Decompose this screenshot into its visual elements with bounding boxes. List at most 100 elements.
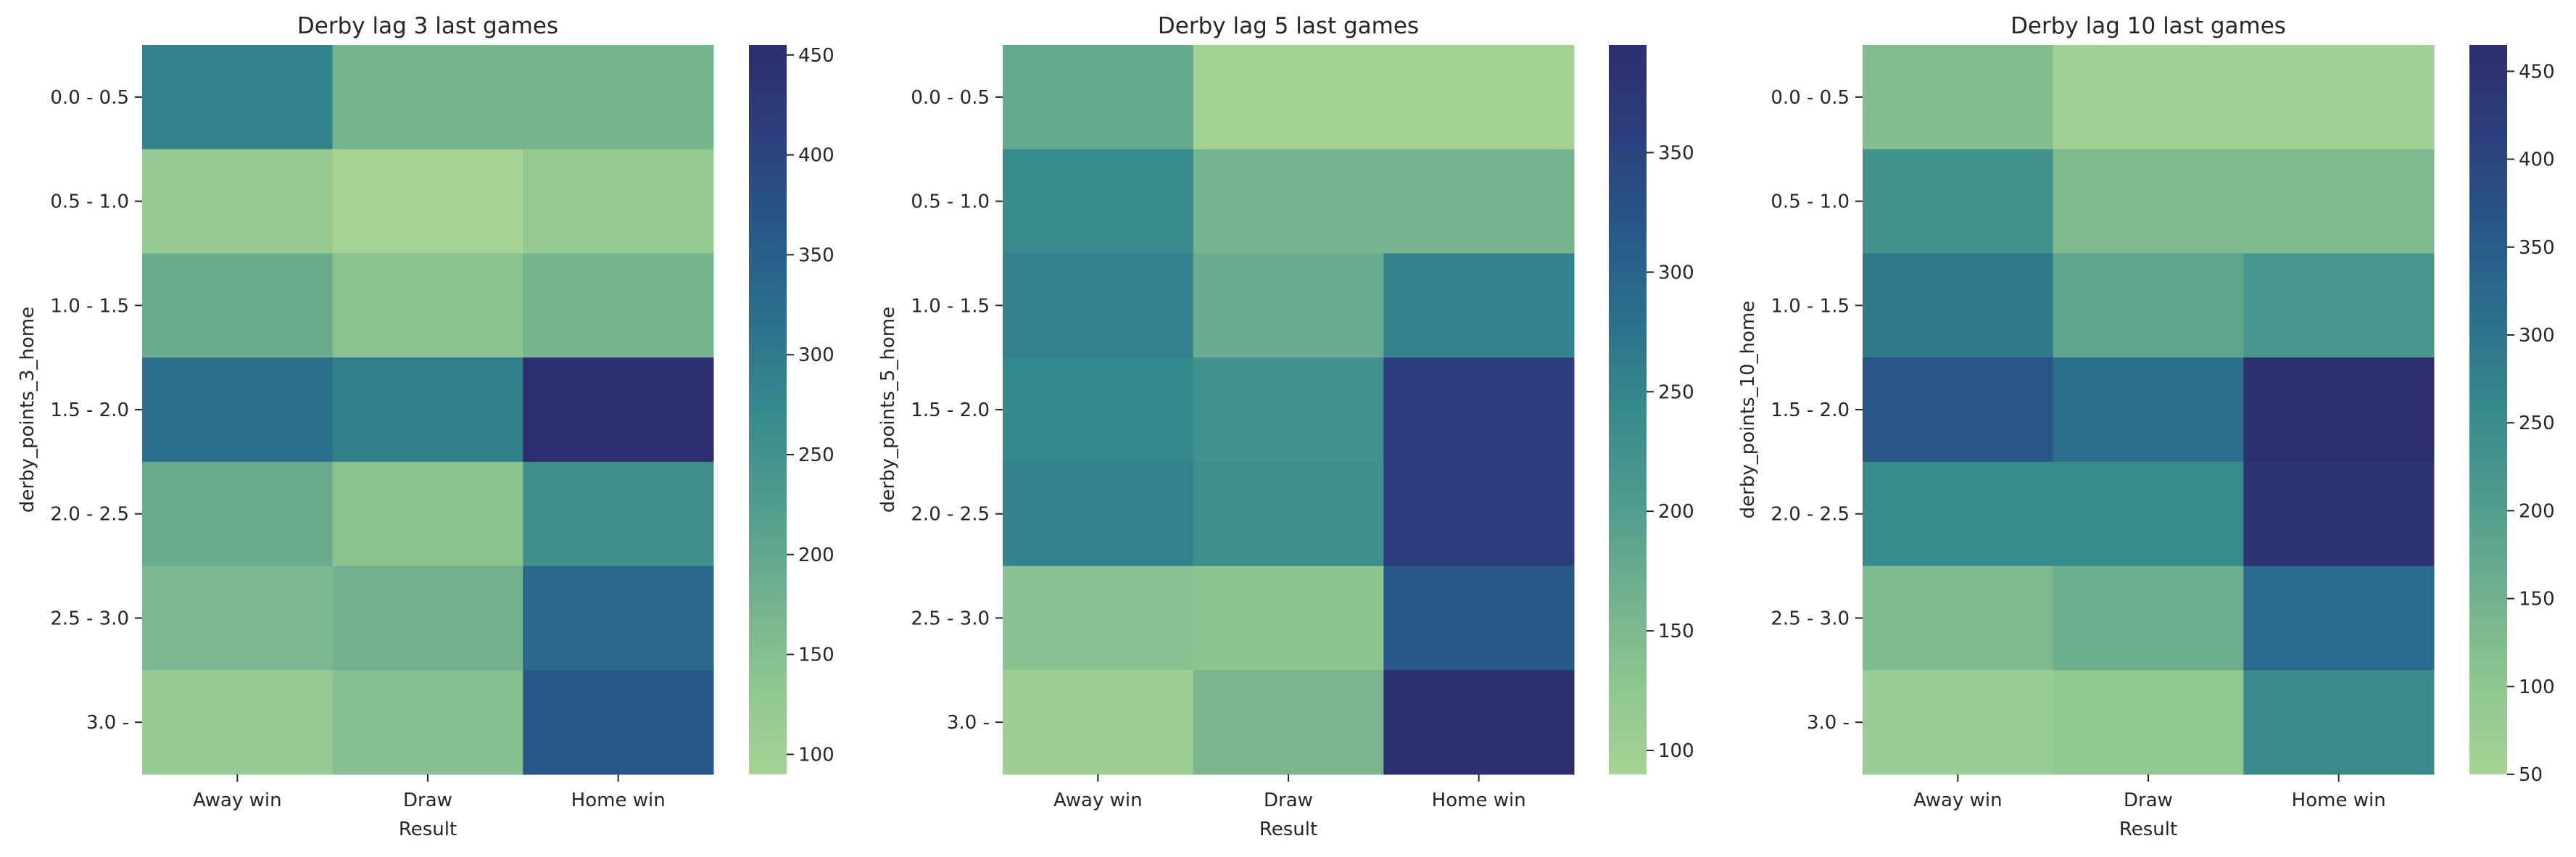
heatmap-cell — [1383, 566, 1575, 671]
heatmap-cell — [142, 45, 334, 150]
x-tick-label: Home win — [571, 790, 666, 811]
colorbar-tick-label: 300 — [1658, 262, 1694, 283]
heatmap-cell — [1863, 253, 2054, 358]
x-tick-label: Draw — [2124, 790, 2173, 811]
heatmap-cell — [523, 253, 714, 358]
colorbar-tick-label: 350 — [2519, 237, 2555, 259]
heatmap-cell — [1003, 253, 1194, 358]
colorbar-tick-label: 250 — [1658, 381, 1694, 403]
colorbar-tick-label: 100 — [798, 744, 834, 766]
heatmap-cell — [142, 253, 334, 358]
heatmap-cell — [332, 566, 523, 671]
colorbar-tick-label: 400 — [798, 145, 834, 167]
heatmap-cell — [1193, 253, 1384, 358]
y-tick-label: 1.0 - 1.5 — [911, 295, 990, 317]
colorbar-tick-label: 450 — [2519, 61, 2555, 83]
heatmap-cell — [332, 253, 523, 358]
y-tick-label: 2.5 - 3.0 — [911, 608, 990, 629]
y-axis-label: derby_points_10_home — [1737, 301, 1759, 519]
heatmap-cell — [523, 45, 714, 150]
heatmap-cell — [2053, 357, 2244, 463]
heatmap-cell — [2053, 253, 2244, 358]
y-axis-label: derby_points_3_home — [17, 307, 38, 513]
heatmap-cell — [1383, 670, 1575, 775]
heatmap-cell — [332, 670, 523, 775]
heatmap-cell — [1383, 253, 1575, 358]
chart-title: Derby lag 10 last games — [2010, 13, 2286, 39]
x-axis-label: Result — [2119, 819, 2177, 840]
y-tick-label: 0.0 - 0.5 — [911, 87, 990, 109]
y-tick-label: 3.0 - — [947, 712, 990, 734]
heatmap-cell — [1383, 357, 1575, 463]
heatmap-cell — [1193, 357, 1384, 463]
y-tick-label: 0.0 - 0.5 — [1771, 87, 1850, 109]
heatmap-cell — [2243, 357, 2435, 463]
colorbar-tick-label: 100 — [2519, 676, 2555, 698]
heatmap-cell — [1003, 357, 1194, 463]
heatmap-cell — [1863, 670, 2054, 775]
colorbar-tick-label: 400 — [2519, 149, 2555, 171]
y-tick-label: 0.5 - 1.0 — [911, 191, 990, 213]
heatmap-cell — [2053, 670, 2244, 775]
heatmap-cell — [1863, 357, 2054, 463]
heatmap-cell — [523, 566, 714, 671]
heatmap-cell — [523, 357, 714, 463]
heatmap-cell — [1193, 566, 1384, 671]
heatmap-cell — [2053, 566, 2244, 671]
x-tick-label: Away win — [1913, 790, 2003, 811]
colorbar — [749, 45, 787, 774]
colorbar-tick-label: 350 — [798, 244, 834, 266]
colorbar-tick-label: 150 — [1658, 621, 1694, 642]
heatmap-cell — [1383, 149, 1575, 254]
colorbar-tick-label: 100 — [1658, 740, 1694, 762]
heatmap-cell — [142, 461, 334, 567]
colorbar-tick-label: 200 — [2519, 500, 2555, 522]
x-tick-label: Draw — [403, 790, 452, 811]
colorbar-tick-label: 250 — [2519, 413, 2555, 434]
heatmap-cell — [142, 149, 334, 254]
colorbar-tick-label: 300 — [2519, 325, 2555, 347]
heatmap-cell — [1383, 461, 1575, 567]
heatmap-cell — [1863, 45, 2054, 150]
colorbar-tick-label: 150 — [2519, 589, 2555, 610]
heatmap-cell — [142, 357, 334, 463]
heatmap-cell — [1003, 461, 1194, 567]
heatmap-cell — [1863, 149, 2054, 254]
heatmap-cell — [2243, 461, 2435, 567]
y-tick-label: 0.5 - 1.0 — [50, 191, 129, 213]
heatmap-cell — [523, 149, 714, 254]
colorbar — [1609, 45, 1647, 774]
y-tick-label: 2.0 - 2.5 — [911, 504, 990, 526]
y-tick-label: 0.0 - 0.5 — [50, 87, 129, 109]
x-axis-label: Result — [1259, 819, 1317, 840]
heatmap-cell — [2243, 45, 2435, 150]
heatmap-cell — [2243, 253, 2435, 358]
colorbar-tick-label: 250 — [798, 444, 834, 466]
y-axis-label: derby_points_5_home — [877, 307, 899, 513]
heatmap-cell — [332, 461, 523, 567]
chart-title: Derby lag 5 last games — [1158, 13, 1419, 39]
heatmap-cell — [1193, 45, 1384, 150]
colorbar-tick-label: 150 — [798, 645, 834, 666]
x-tick-label: Draw — [1264, 790, 1313, 811]
heatmap-cell — [332, 149, 523, 254]
colorbar — [2469, 45, 2507, 774]
heatmap-cell — [523, 461, 714, 567]
heatmap-cell — [1193, 149, 1384, 254]
colorbar-tick-label: 300 — [798, 344, 834, 366]
colorbar-tick-label: 450 — [798, 45, 834, 67]
y-tick-label: 1.0 - 1.5 — [1771, 295, 1850, 317]
x-tick-label: Away win — [193, 790, 282, 811]
heatmap-cell — [2243, 670, 2435, 775]
heatmap-cell — [1193, 670, 1384, 775]
y-tick-label: 2.0 - 2.5 — [1771, 504, 1850, 526]
y-tick-label: 2.5 - 3.0 — [1771, 608, 1850, 629]
y-tick-label: 1.5 - 2.0 — [911, 399, 990, 421]
heatmap-cell — [1003, 566, 1194, 671]
y-tick-label: 1.0 - 1.5 — [50, 295, 129, 317]
colorbar-tick-label: 200 — [798, 545, 834, 566]
heatmap-cell — [2053, 461, 2244, 567]
heatmap-cell — [332, 357, 523, 463]
